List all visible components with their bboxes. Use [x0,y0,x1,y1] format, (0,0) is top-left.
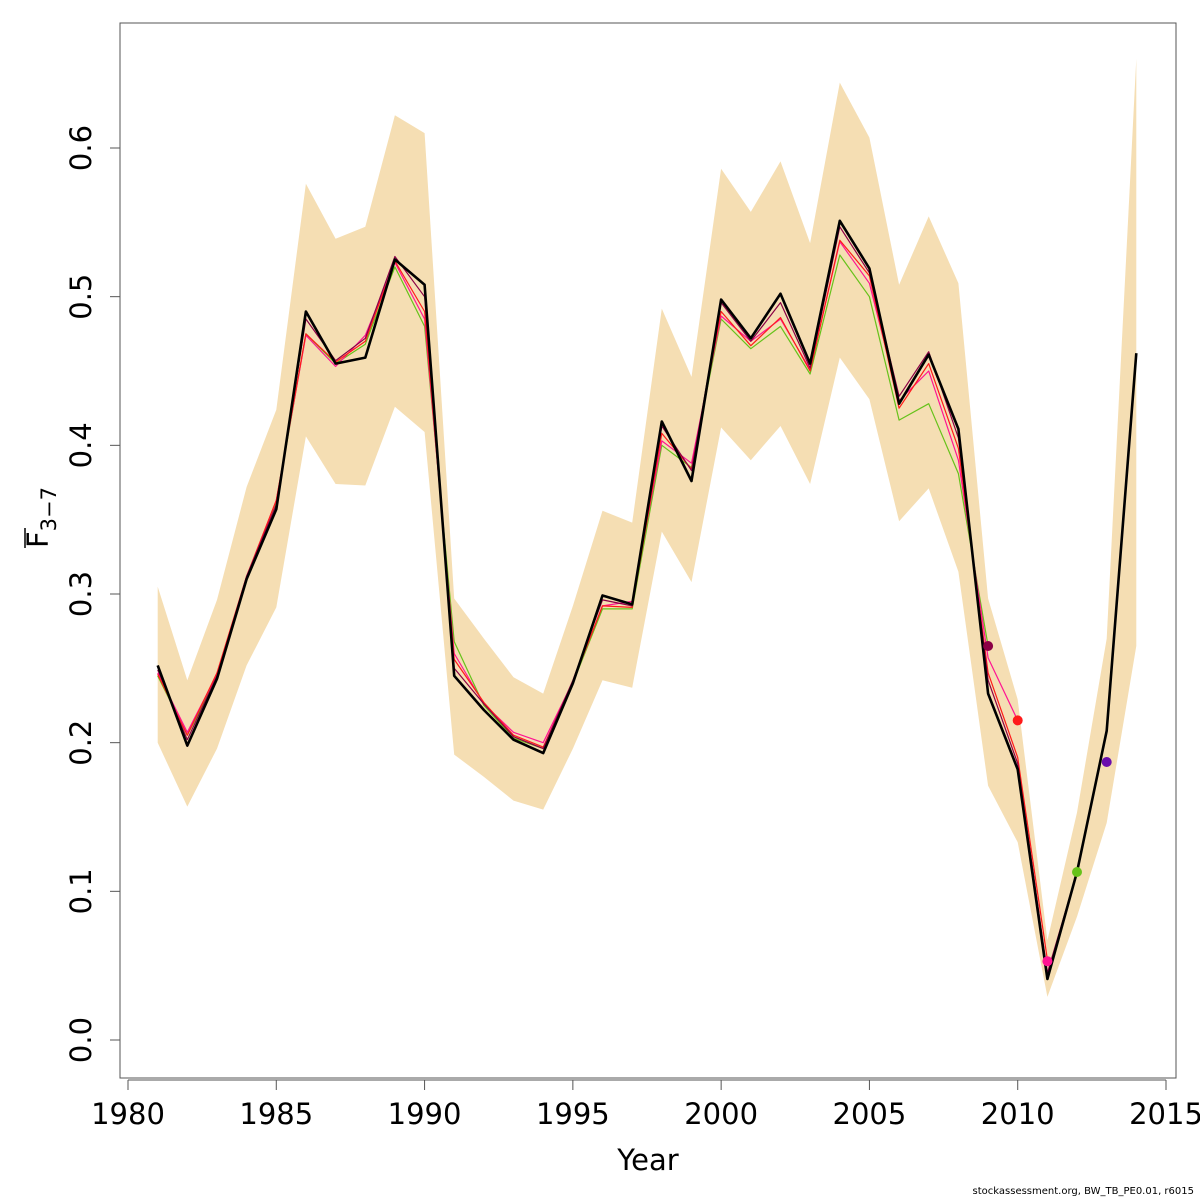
x-tick-label-1990: 1990 [388,1097,462,1131]
endpoint-marker-2012 [1072,867,1082,877]
series-line-retro-1 [157,226,1078,974]
endpoint-marker-2010 [1012,715,1023,726]
endpoint-marker-2009 [983,641,994,651]
x-axis-title: Year [616,1143,678,1177]
y-tick-label-0.4: 0.4 [64,422,98,468]
series-line-retro-2 [157,239,1048,960]
y-axis-title-main: F [21,531,55,548]
series-line-main [156,219,1138,981]
y-tick-label-0: 0.0 [64,1017,98,1063]
x-tick-label-1995: 1995 [536,1097,610,1131]
x-tick-label-1985: 1985 [239,1097,313,1131]
footer-credit: stockassessment.org, BW_TB_PE0.01, r6015 [972,1186,1194,1197]
y-axis: 0.0 0.1 0.2 0.3 0.4 0.5 0.6 [64,125,121,1063]
y-axis-title: F3−7 [21,487,61,548]
x-axis: 1980 1985 1990 1995 2000 2005 2010 2015 [91,1079,1200,1131]
endpoint-marker-2013 [1101,757,1112,767]
endpoint-marker-2011 [1042,956,1053,967]
y-tick-label-0.1: 0.1 [64,868,98,914]
y-tick-label-0.2: 0.2 [64,720,98,766]
x-tick-label-2005: 2005 [833,1097,907,1131]
x-tick-label-2000: 2000 [684,1097,758,1131]
y-tick-label-0.3: 0.3 [64,571,98,617]
series-layer [156,219,1138,981]
y-axis-title-subscript: 3−7 [37,487,61,531]
x-tick-label-2015: 2015 [1129,1097,1200,1131]
x-tick-label-2010: 2010 [981,1097,1055,1131]
y-tick-label-0.6: 0.6 [64,125,98,171]
endpoint-layer [983,641,1112,967]
x-tick-label-1980: 1980 [91,1097,165,1131]
y-tick-label-0.5: 0.5 [64,274,98,320]
svg-text:F3−7: F3−7 [21,487,61,548]
